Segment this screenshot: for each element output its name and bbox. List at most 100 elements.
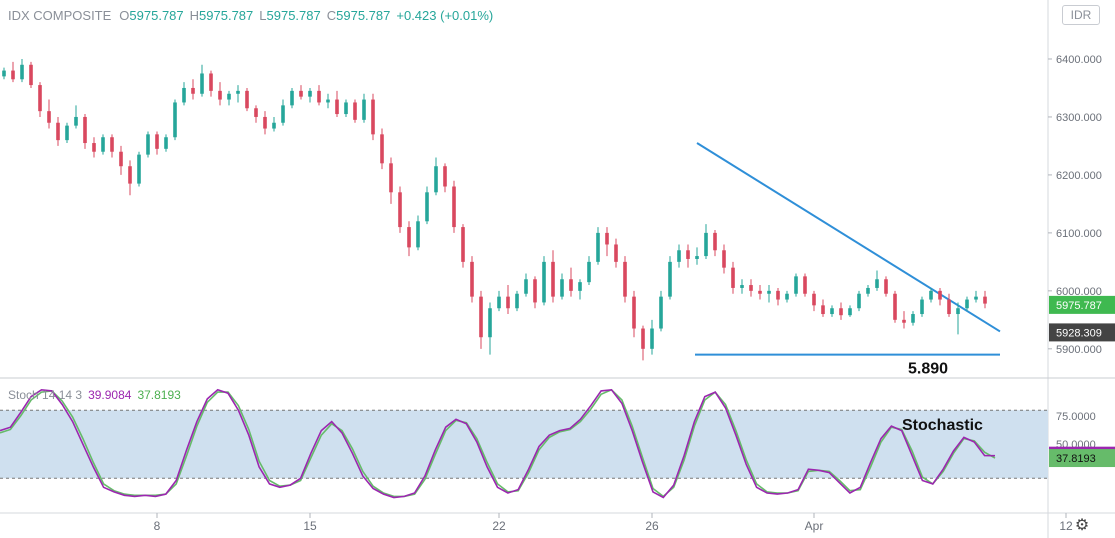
support-annotation: 5.890 bbox=[908, 361, 948, 378]
candle-body bbox=[317, 90, 321, 103]
candle-body bbox=[659, 296, 663, 329]
candle-body bbox=[749, 285, 753, 291]
candle-body bbox=[956, 308, 960, 315]
candle-body bbox=[200, 73, 204, 94]
stoch-k-value: 39.9084 bbox=[88, 388, 132, 402]
x-tick-label: 26 bbox=[645, 519, 659, 533]
candle-body bbox=[299, 90, 303, 97]
ohlc-legend: IDX COMPOSITE O5975.787 H5975.787 L5975.787… bbox=[8, 8, 499, 23]
candle-body bbox=[893, 293, 897, 320]
currency-button[interactable]: IDR bbox=[1062, 5, 1100, 25]
low-value: 5975.787 bbox=[266, 8, 321, 23]
high-value: 5975.787 bbox=[199, 8, 254, 23]
candle-body bbox=[452, 186, 456, 228]
candle-body bbox=[92, 143, 96, 152]
high-key: H bbox=[189, 8, 200, 23]
stoch-line-k bbox=[0, 388, 996, 499]
candle-body bbox=[578, 282, 582, 291]
candle-body bbox=[119, 151, 123, 167]
price-tag-label: 5975.787 bbox=[1056, 300, 1102, 312]
candle-body bbox=[11, 70, 15, 80]
candle-body bbox=[272, 122, 276, 129]
candle-body bbox=[218, 90, 222, 100]
candle-body bbox=[335, 99, 339, 115]
candle-body bbox=[281, 105, 285, 123]
candle-body bbox=[857, 293, 861, 309]
open-key: O bbox=[119, 8, 130, 23]
y-tick-label: 6100.000 bbox=[1056, 228, 1102, 240]
candle-body bbox=[227, 93, 231, 100]
candle-body bbox=[326, 99, 330, 103]
stoch-d-value: 37.8193 bbox=[137, 388, 181, 402]
candle-body bbox=[911, 314, 915, 323]
stoch-y-tick-label: 75.0000 bbox=[1056, 411, 1096, 423]
trend-line bbox=[696, 142, 1001, 333]
stoch-legend: Stoch 14 14 3 39.9084 37.8193 bbox=[8, 388, 181, 402]
close-key: C bbox=[326, 8, 337, 23]
gear-icon[interactable]: ⚙ bbox=[1074, 517, 1090, 534]
candle-body bbox=[587, 261, 591, 283]
candle-body bbox=[614, 244, 618, 262]
candle-body bbox=[20, 64, 24, 80]
candle-body bbox=[929, 290, 933, 300]
candle-body bbox=[902, 319, 906, 323]
price-tag bbox=[1049, 323, 1115, 342]
y-tick-label: 6000.000 bbox=[1056, 286, 1102, 298]
candle-body bbox=[353, 102, 357, 120]
candle-body bbox=[884, 279, 888, 294]
candle-body bbox=[803, 276, 807, 294]
candle-body bbox=[551, 261, 555, 297]
candle-body bbox=[524, 279, 528, 294]
symbol-label: IDX COMPOSITE bbox=[8, 8, 112, 23]
candle-body bbox=[254, 108, 258, 117]
candle-body bbox=[380, 134, 384, 164]
candle-body bbox=[569, 279, 573, 291]
stoch-value-label: 37.8193 bbox=[1056, 453, 1096, 465]
candle-body bbox=[596, 232, 600, 262]
candle-body bbox=[722, 250, 726, 268]
candle-body bbox=[245, 90, 249, 109]
candle-body bbox=[407, 227, 411, 248]
candle-body bbox=[848, 308, 852, 316]
candle-body bbox=[704, 232, 708, 257]
x-tick-label: Apr bbox=[805, 519, 824, 533]
y-tick-label: 6200.000 bbox=[1056, 170, 1102, 182]
candle-body bbox=[101, 137, 105, 152]
candle-body bbox=[758, 290, 762, 294]
candle-body bbox=[812, 293, 816, 306]
open-value: 5975.787 bbox=[129, 8, 184, 23]
candle-body bbox=[695, 256, 699, 259]
candle-body bbox=[443, 166, 447, 187]
x-tick-label: 8 bbox=[154, 519, 161, 533]
candle-body bbox=[209, 73, 213, 91]
candle-body bbox=[308, 90, 312, 97]
candle-body bbox=[938, 290, 942, 300]
candle-body bbox=[110, 137, 114, 152]
candle-body bbox=[416, 221, 420, 248]
close-value: 5975.787 bbox=[336, 8, 391, 23]
candle-body bbox=[29, 64, 33, 86]
candle-body bbox=[866, 287, 870, 294]
candle-body bbox=[821, 305, 825, 315]
stoch-band bbox=[0, 410, 1048, 479]
candle-body bbox=[686, 250, 690, 259]
candle-body bbox=[461, 227, 465, 262]
candle-body bbox=[146, 134, 150, 155]
candle-body bbox=[605, 232, 609, 245]
candle-body bbox=[191, 87, 195, 94]
candle-body bbox=[515, 293, 519, 309]
candle-body bbox=[155, 134, 159, 149]
y-tick-label: 6400.000 bbox=[1056, 54, 1102, 66]
candle-body bbox=[947, 299, 951, 315]
candle-body bbox=[425, 192, 429, 222]
candle-body bbox=[182, 87, 186, 103]
candle-body bbox=[641, 328, 645, 349]
candle-body bbox=[488, 308, 492, 338]
stoch-annotation: Stochastic bbox=[902, 417, 983, 434]
candle-body bbox=[2, 70, 6, 77]
candle-body bbox=[398, 192, 402, 228]
candle-body bbox=[362, 99, 366, 120]
candle-body bbox=[74, 116, 78, 126]
candle-body bbox=[794, 276, 798, 294]
candle-body bbox=[839, 308, 843, 316]
